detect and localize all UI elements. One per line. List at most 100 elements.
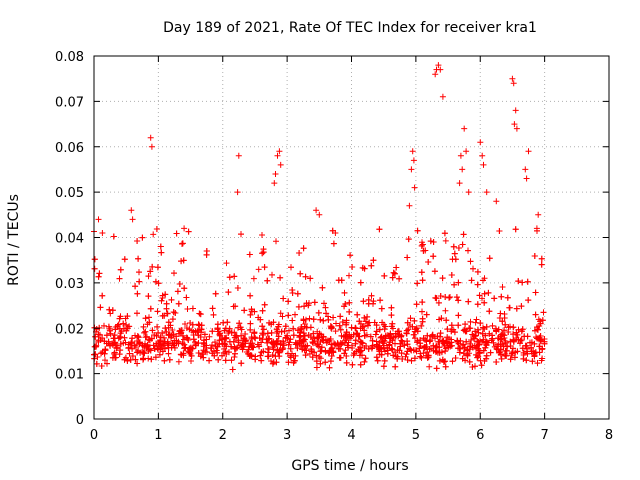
data-point <box>339 319 346 325</box>
data-point <box>165 319 172 326</box>
data-point <box>195 340 202 347</box>
data-point <box>451 250 458 257</box>
data-point <box>423 352 429 359</box>
data-point <box>326 364 333 371</box>
data-point <box>440 337 446 344</box>
data-point <box>474 281 481 288</box>
data-point <box>438 315 445 322</box>
data-point <box>420 350 427 357</box>
data-point <box>423 343 430 350</box>
data-point <box>149 327 156 334</box>
data-point <box>254 341 261 348</box>
data-point <box>105 323 112 330</box>
data-point <box>459 241 466 248</box>
data-point <box>219 352 225 359</box>
data-point <box>437 330 444 337</box>
data-point <box>467 343 474 350</box>
data-point <box>377 334 384 341</box>
data-point <box>454 339 461 345</box>
data-point <box>285 298 292 305</box>
data-point <box>483 352 490 359</box>
data-point <box>434 333 441 340</box>
data-point <box>332 328 339 335</box>
data-point <box>325 313 331 320</box>
data-point <box>404 341 411 348</box>
data-point <box>261 264 268 271</box>
data-point <box>292 311 298 318</box>
data-point <box>159 348 166 355</box>
data-point <box>279 346 286 353</box>
data-point <box>258 349 265 356</box>
data-point <box>129 345 136 352</box>
data-point <box>209 342 215 348</box>
data-point <box>215 356 222 363</box>
data-point <box>497 351 504 358</box>
data-point <box>307 334 314 340</box>
data-point <box>373 322 380 329</box>
data-point <box>455 245 462 251</box>
data-point <box>486 255 493 262</box>
data-point <box>481 299 488 306</box>
data-point <box>418 354 425 361</box>
data-point <box>242 331 249 337</box>
data-point <box>408 166 415 173</box>
data-point <box>197 334 204 340</box>
data-point <box>317 316 324 323</box>
data-point <box>419 277 426 284</box>
data-point <box>135 334 142 341</box>
data-point <box>169 316 176 323</box>
data-point <box>328 353 335 359</box>
data-point <box>405 236 412 243</box>
data-point <box>469 364 476 370</box>
data-point <box>362 318 369 325</box>
data-point <box>457 152 464 159</box>
data-point <box>430 239 437 245</box>
data-point <box>376 326 383 333</box>
data-point <box>212 290 219 297</box>
data-point <box>536 349 543 356</box>
data-point <box>150 231 157 238</box>
data-point <box>372 331 379 338</box>
data-point <box>136 269 142 276</box>
data-point <box>289 317 296 324</box>
data-point <box>313 207 320 214</box>
data-point <box>287 345 294 352</box>
data-point <box>117 313 124 320</box>
data-point <box>540 309 547 316</box>
y-tick-label: 0 <box>76 413 84 428</box>
data-point <box>134 238 141 244</box>
data-point <box>392 340 398 347</box>
data-point <box>231 344 238 351</box>
data-point <box>336 354 343 361</box>
data-point <box>425 354 432 361</box>
data-point <box>268 329 275 336</box>
data-point <box>496 228 503 234</box>
data-point <box>374 343 381 349</box>
data-point <box>330 314 337 321</box>
data-point <box>389 337 396 344</box>
data-point <box>168 296 175 303</box>
data-point <box>417 353 424 360</box>
data-point <box>136 278 143 285</box>
x-tick-label: 6 <box>476 428 484 443</box>
data-point <box>194 327 201 334</box>
data-point <box>427 238 434 245</box>
data-point <box>471 335 478 342</box>
data-point <box>314 342 321 349</box>
data-point <box>251 334 258 341</box>
data-point <box>325 350 332 357</box>
data-point <box>343 319 350 326</box>
data-point <box>265 349 272 356</box>
data-point <box>403 351 410 358</box>
data-point <box>274 152 281 159</box>
data-point <box>506 304 513 311</box>
data-point <box>407 346 414 353</box>
data-point <box>419 315 426 322</box>
data-point <box>432 71 439 78</box>
data-point <box>483 189 490 196</box>
data-point <box>276 353 283 360</box>
chart-title: Day 189 of 2021, Rate Of TEC Index for r… <box>163 20 537 36</box>
data-point <box>221 327 228 334</box>
data-point <box>95 216 102 223</box>
data-point <box>408 357 415 364</box>
